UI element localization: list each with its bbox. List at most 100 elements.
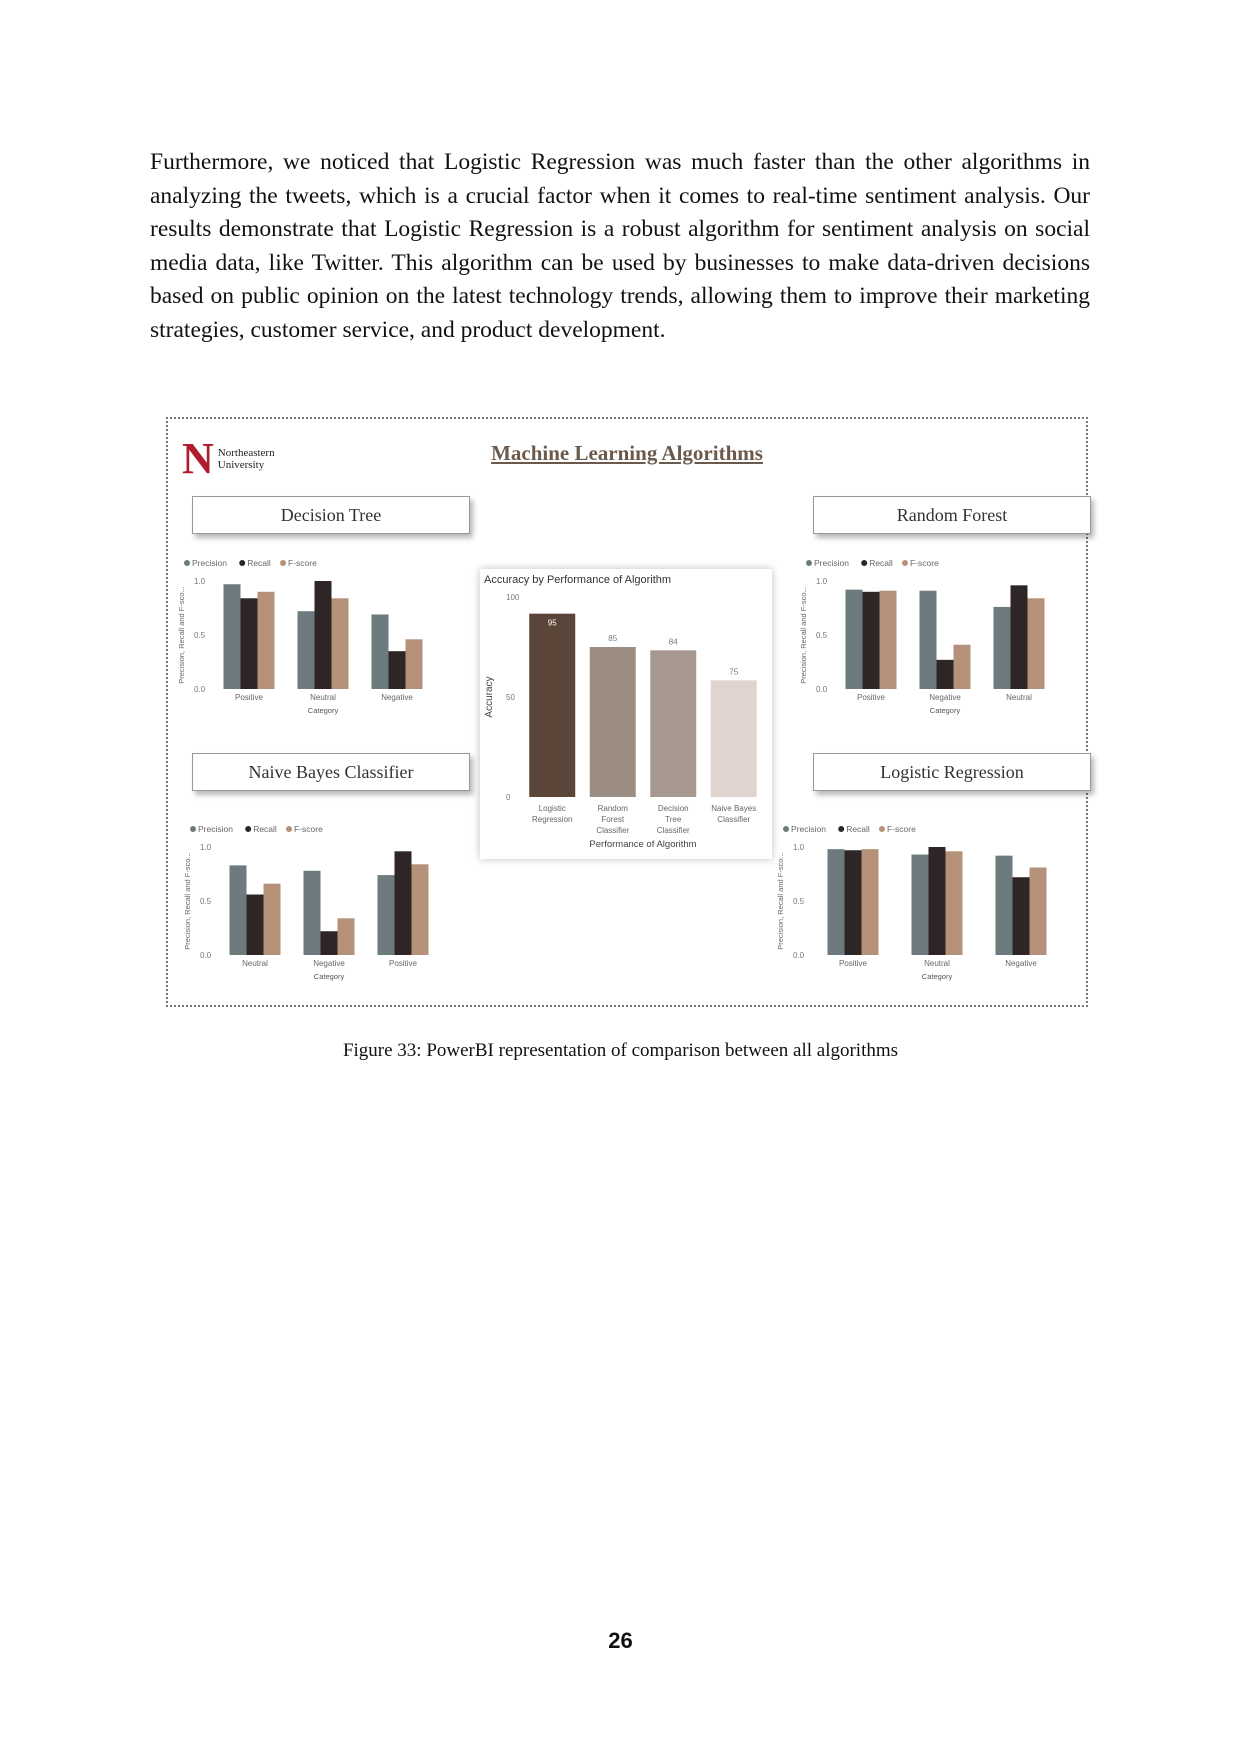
legend-label: Precision xyxy=(814,558,849,568)
x-tick-label: Neutral xyxy=(924,959,950,968)
bar-precision xyxy=(371,614,389,689)
y-tick-label: 0.5 xyxy=(200,897,212,906)
figure-caption: Figure 33: PowerBI representation of com… xyxy=(342,1040,899,1061)
y-axis-label: Precision, Recall and F-sco... xyxy=(177,586,186,684)
bar-precision xyxy=(845,589,863,689)
chart-svg: Accuracy by Performance of Algorithm 0 50 1… xyxy=(484,574,757,850)
x-tick-label: Neutral xyxy=(1006,693,1032,702)
bar-precision xyxy=(827,849,845,955)
chart-svg: Precision Recall F-score Precision, Recall … xyxy=(183,824,429,981)
y-tick-label: 0.5 xyxy=(793,897,805,906)
dashboard-figure: N Northeastern University Machine Learni… xyxy=(166,417,1091,1007)
bar-f-score xyxy=(411,864,429,955)
y-tick-label: 1.0 xyxy=(194,577,206,586)
accuracy-bar xyxy=(650,650,697,797)
panel-title-naive-bayes: Naive Bayes Classifier xyxy=(192,753,470,791)
bar-recall xyxy=(862,591,880,689)
y-tick-label: 1.0 xyxy=(793,843,805,852)
bar-f-score xyxy=(1029,867,1047,955)
legend-label: Precision xyxy=(791,824,826,834)
x-tick-label: Tree xyxy=(665,815,682,824)
x-tick-label: Forest xyxy=(601,815,624,824)
y-tick-label: 0.0 xyxy=(793,951,805,960)
legend-marker xyxy=(838,826,845,832)
data-label: 84 xyxy=(669,637,678,646)
bar-recall xyxy=(320,931,338,955)
legend-label: F-score xyxy=(910,558,939,568)
x-tick-label: Negative xyxy=(1005,959,1037,968)
bar-precision xyxy=(229,865,247,955)
bar-recall xyxy=(388,651,406,689)
data-label: 85 xyxy=(608,634,617,643)
legend-marker xyxy=(902,560,908,566)
accuracy-bar xyxy=(529,613,576,797)
legend-label: F-score xyxy=(887,824,916,834)
x-tick-label: Regression xyxy=(532,815,572,824)
x-tick-label: Positive xyxy=(389,959,418,968)
legend-marker xyxy=(861,560,868,566)
chart-svg: Precision Recall F-score Precision, Recall … xyxy=(776,824,1047,981)
accuracy-bar xyxy=(589,647,636,797)
x-axis-label: Category xyxy=(308,706,339,715)
x-tick-label: Neutral xyxy=(242,959,268,968)
x-tick-label: Positive xyxy=(839,959,868,968)
data-label: 95 xyxy=(548,619,557,628)
x-tick-label: Classifier xyxy=(596,826,629,835)
x-tick-label: Positive xyxy=(857,693,886,702)
bar-recall xyxy=(844,850,862,955)
y-tick-label: 0 xyxy=(506,793,511,802)
legend-marker xyxy=(806,560,812,566)
x-tick-label: Naive Bayes xyxy=(711,804,756,813)
panel-title-random-forest: Random Forest xyxy=(813,496,1091,534)
x-axis-label: Category xyxy=(314,972,345,981)
bar-f-score xyxy=(405,639,423,689)
x-tick-label: Neutral xyxy=(310,693,336,702)
logo-letter: N xyxy=(182,434,214,483)
y-axis-label: Precision, Recall and F-sco... xyxy=(799,586,808,684)
dashboard-title: Machine Learning Algorithms xyxy=(491,441,763,465)
y-axis-label: Precision, Recall and F-sco... xyxy=(183,852,192,950)
legend-label: Recall xyxy=(869,558,893,568)
bar-precision xyxy=(223,584,241,689)
bar-f-score xyxy=(945,851,963,955)
x-tick-label: Logistic xyxy=(539,804,566,813)
bar-recall xyxy=(928,847,946,955)
bar-precision xyxy=(993,606,1011,689)
body-paragraph: Furthermore, we noticed that Logistic Re… xyxy=(150,149,1090,343)
y-tick-label: 0.0 xyxy=(200,951,212,960)
bar-recall xyxy=(1010,585,1028,689)
x-tick-label: Random xyxy=(598,804,629,813)
logo-line-1: Northeastern xyxy=(217,447,275,459)
bar-recall xyxy=(1012,877,1030,955)
bar-precision xyxy=(995,855,1013,955)
legend-marker xyxy=(245,826,252,832)
legend-marker xyxy=(190,826,196,832)
x-tick-label: Positive xyxy=(235,693,264,702)
bar-f-score xyxy=(879,590,897,689)
bar-recall xyxy=(314,581,332,689)
bar-f-score xyxy=(263,883,281,955)
legend-marker xyxy=(783,826,789,832)
panel-title-logistic-regression: Logistic Regression xyxy=(813,753,1091,791)
y-tick-label: 0.5 xyxy=(816,631,828,640)
x-tick-label: Decision xyxy=(658,804,689,813)
university-logo: N Northeastern University xyxy=(182,434,275,483)
x-tick-label: Negative xyxy=(381,693,413,702)
logo-line-2: University xyxy=(217,459,265,471)
bar-f-score xyxy=(337,918,355,955)
bar-f-score xyxy=(861,849,879,955)
bar-precision xyxy=(303,870,321,955)
legend-marker xyxy=(280,560,286,566)
bar-f-score xyxy=(1027,598,1045,689)
legend-marker xyxy=(239,560,246,566)
y-tick-label: 0.5 xyxy=(194,631,206,640)
chart-svg: Precision Recall F-score Precision, Recall … xyxy=(177,558,423,715)
x-axis-label: Category xyxy=(930,706,961,715)
y-tick-label: 0.0 xyxy=(816,685,828,694)
x-axis-label: Category xyxy=(922,972,953,981)
legend-marker xyxy=(286,826,292,832)
bar-f-score xyxy=(331,598,349,689)
bar-recall xyxy=(240,598,258,689)
bar-precision xyxy=(911,854,929,955)
y-tick-label: 50 xyxy=(506,693,515,702)
